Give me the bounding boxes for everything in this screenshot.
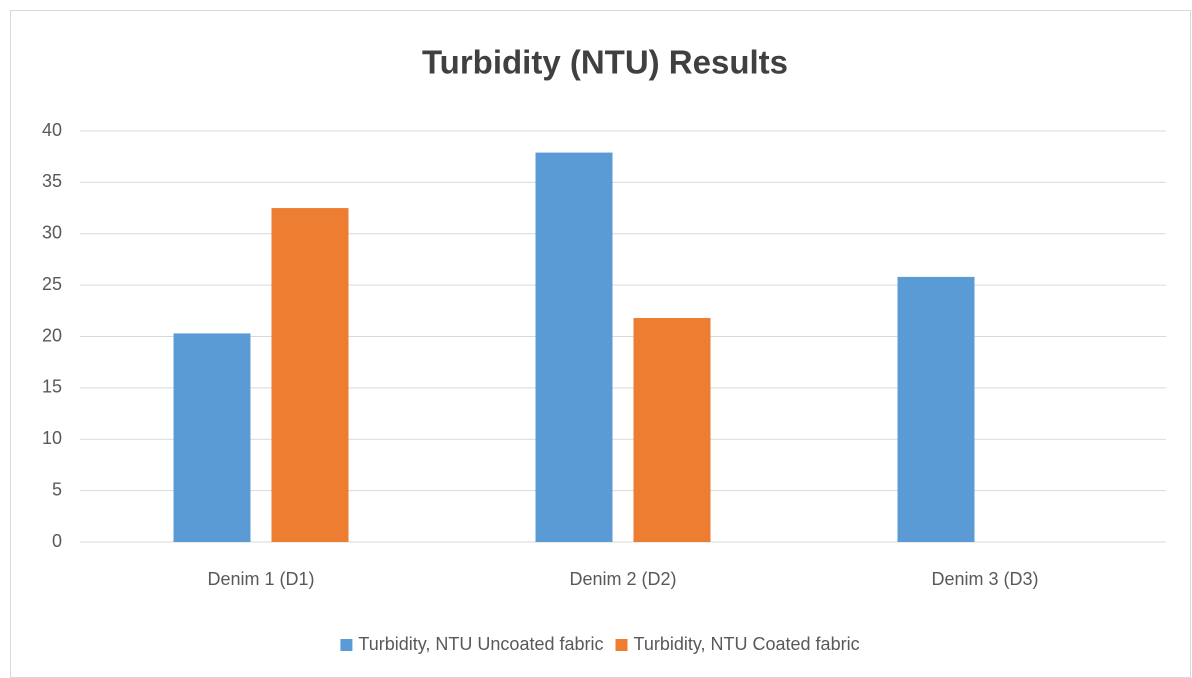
y-tick-label: 25 — [42, 274, 62, 294]
legend-swatch — [615, 639, 628, 651]
legend-label: Turbidity, NTU Coated fabric — [634, 634, 860, 654]
y-tick-label: 10 — [42, 428, 62, 448]
y-tick-label: 5 — [52, 479, 62, 499]
x-tick-label: Denim 1 (D1) — [207, 569, 314, 589]
bar — [897, 276, 975, 542]
y-tick-label: 0 — [52, 531, 62, 551]
legend-label: Turbidity, NTU Uncoated fabric — [358, 634, 603, 654]
y-tick-label: 40 — [42, 120, 62, 140]
x-tick-label: Denim 3 (D3) — [931, 569, 1038, 589]
y-tick-label: 30 — [42, 223, 62, 243]
bar — [173, 333, 251, 542]
x-tick-label: Denim 2 (D2) — [569, 569, 676, 589]
y-tick-label: 20 — [42, 325, 62, 345]
chart-title: Turbidity (NTU) Results — [422, 44, 788, 81]
bar — [271, 208, 349, 542]
y-tick-label: 35 — [42, 171, 62, 191]
y-tick-label: 15 — [42, 377, 62, 397]
legend-swatch — [340, 639, 353, 651]
bar — [633, 318, 711, 542]
bar — [535, 152, 613, 542]
